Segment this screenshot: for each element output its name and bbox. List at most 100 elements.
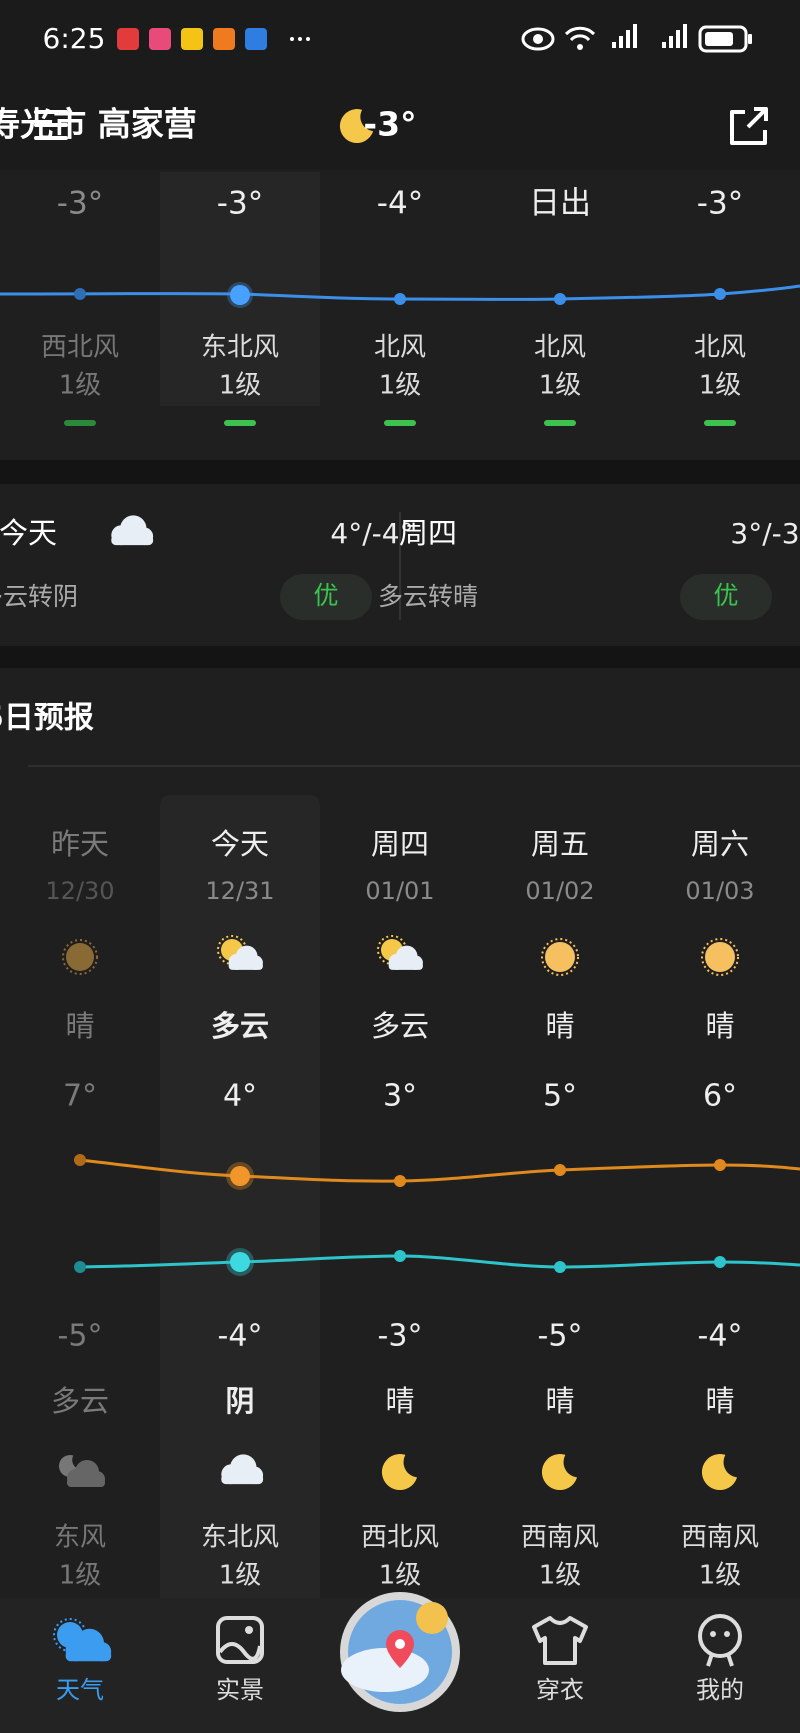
nav-tab[interactable]: 穿衣: [536, 1676, 584, 1704]
low-temp: -5°: [538, 1319, 583, 1354]
high-temp: 4°: [223, 1079, 257, 1114]
avatar-icon: [698, 1614, 742, 1658]
high-temp: 3°: [383, 1079, 417, 1114]
cloud-part: [65, 1650, 112, 1662]
day-date: 01/03: [685, 877, 754, 905]
summary-desc: 多云转阴: [0, 582, 78, 611]
day-name: 周四: [371, 827, 429, 861]
wifi-icon: [564, 26, 596, 42]
more-dot: [290, 37, 294, 41]
day-date: 12/30: [45, 877, 114, 905]
sun-icon: [62, 939, 98, 975]
sun-icon: [545, 942, 575, 972]
night-wind-level: 1级: [59, 1561, 102, 1591]
day-name: 周五: [531, 827, 589, 861]
hour-dot: [714, 288, 726, 300]
cloud-part: [67, 1478, 105, 1487]
moon-icon: [701, 1454, 738, 1491]
high-dot: [230, 1166, 250, 1186]
photo-icon: [218, 1642, 262, 1661]
hour-wind: 西北风: [41, 333, 119, 363]
weather-night: 多云: [51, 1384, 109, 1418]
high-dot: [74, 1154, 86, 1166]
wind-bar: [64, 420, 96, 426]
cloud-icon: [388, 945, 423, 970]
hour-wind-level: 1级: [539, 371, 582, 401]
high-temp: 6°: [703, 1079, 737, 1114]
avatar-eye: [724, 1631, 730, 1637]
cloud-icon: [228, 945, 263, 970]
cloud-icon: [67, 1460, 105, 1487]
hour-wind-level: 1级: [699, 371, 742, 401]
weather-day: 晴: [705, 1009, 734, 1043]
hour-wind-level: 1级: [59, 371, 102, 401]
nav-tab[interactable]: 天气: [56, 1676, 104, 1704]
menu-icon[interactable]: [34, 110, 68, 140]
hourly-card: [0, 170, 800, 460]
wind-bar: [544, 420, 576, 426]
app-icon: [213, 28, 235, 50]
high-dot: [714, 1159, 726, 1171]
battery-tip: [748, 34, 752, 44]
day-name: 今天: [211, 827, 269, 861]
nav-tab[interactable]: 实景: [216, 1676, 264, 1704]
cloud-icon: [221, 1454, 264, 1485]
gap: [0, 460, 800, 484]
cloud-part: [388, 961, 423, 970]
center-sun: [416, 1602, 448, 1634]
signal-bar: [612, 42, 616, 48]
signal-bar: [633, 24, 637, 48]
hour-wind-level: 1级: [219, 371, 262, 401]
share-icon[interactable]: [730, 107, 768, 145]
cloud-icon: [111, 515, 154, 546]
low-dot: [394, 1250, 406, 1262]
day-date: 01/02: [525, 877, 594, 905]
sun-icon: [541, 938, 579, 976]
low-temp: -4°: [698, 1319, 743, 1354]
sun-icon: [701, 938, 739, 976]
status-time: 6:25: [43, 22, 106, 55]
nav-tab[interactable]: 我的: [696, 1676, 744, 1704]
app-icon: [181, 28, 203, 50]
night-wind: 东北风: [201, 1523, 279, 1553]
sun-icon: [705, 942, 735, 972]
summary-day: 周四: [399, 516, 457, 550]
summary-day: 今天: [0, 516, 57, 550]
forecast-card: [0, 668, 800, 1598]
hour-wind: 东北风: [201, 333, 279, 363]
weather-night: 晴: [705, 1384, 734, 1418]
app-icon: [117, 28, 139, 50]
weather-night: 晴: [385, 1384, 414, 1418]
low-temp: -5°: [58, 1319, 103, 1354]
more-dot: [306, 37, 310, 41]
photo-icon: [216, 1616, 264, 1664]
cloud-icon: [65, 1628, 112, 1662]
photo-icon: [245, 1626, 253, 1634]
gap: [0, 646, 800, 668]
aqi-pill: [680, 574, 772, 620]
hour-wind: 北风: [374, 333, 426, 363]
battery: [698, 25, 748, 53]
hour-wind: 北风: [694, 333, 746, 363]
summary-desc: 多云转晴: [378, 582, 478, 611]
high-temp: 7°: [63, 1079, 97, 1114]
cloud-part: [111, 535, 154, 546]
pin-dot: [395, 1639, 405, 1649]
high-dot: [394, 1175, 406, 1187]
aqi-label: 优: [313, 581, 338, 610]
signal-bar: [626, 30, 630, 48]
weather-night: 晴: [545, 1384, 574, 1418]
high-temp: 5°: [543, 1079, 577, 1114]
app-icon: [149, 28, 171, 50]
hour-wind-level: 1级: [379, 371, 422, 401]
moon-icon: [381, 1454, 418, 1491]
location: 寿光市 高家营: [0, 105, 197, 144]
weather-night: 阴: [225, 1384, 254, 1418]
night-wind-level: 1级: [379, 1561, 422, 1591]
wind-bar: [704, 420, 736, 426]
night-wind-level: 1级: [539, 1561, 582, 1591]
moon-icon: [541, 1454, 578, 1491]
sun-icon: [66, 943, 94, 971]
summary-temp: 4°/-4°: [330, 517, 413, 550]
